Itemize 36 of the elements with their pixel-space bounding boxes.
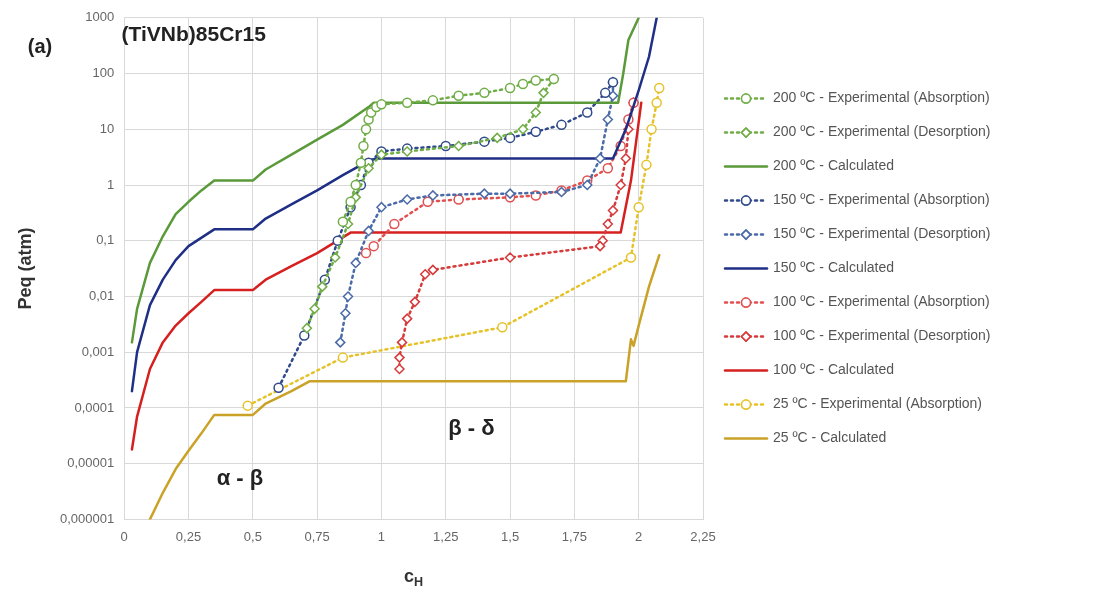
legend-label: 150 ºC - Experimental (Absorption) bbox=[773, 191, 990, 208]
y-tick-label: 10 bbox=[99, 120, 115, 136]
x-tick-label: 1,75 bbox=[561, 528, 588, 544]
annotation: α - β bbox=[216, 465, 264, 491]
y-tick-label: 1000 bbox=[85, 9, 115, 25]
text: (a) bbox=[27, 35, 53, 58]
y-tick-label: 0,0001 bbox=[74, 399, 115, 415]
legend-label: 25 ºC - Calculated bbox=[773, 429, 887, 446]
y-tick-label: 0,001 bbox=[81, 343, 115, 359]
x-tick-label: 2,25 bbox=[690, 528, 716, 544]
y-tick-label: 0,00001 bbox=[67, 455, 115, 471]
legend-label: 100 ºC - Experimental (Desorption) bbox=[773, 327, 991, 344]
x-tick-label: 0,5 bbox=[243, 528, 262, 544]
x-tick-label: 1,25 bbox=[433, 528, 459, 544]
x-tick-label: 1,5 bbox=[501, 528, 520, 544]
y-tick-label: 1 bbox=[106, 176, 115, 192]
legend-label: 100 ºC - Calculated bbox=[773, 361, 895, 378]
legend-label: 150 ºC - Calculated bbox=[773, 259, 895, 276]
x-tick-label: 0 bbox=[120, 528, 128, 544]
annotation: β - δ bbox=[448, 415, 495, 441]
x-tick-label: 2 bbox=[635, 528, 643, 544]
legend-label: 150 ºC - Experimental (Desorption) bbox=[773, 225, 991, 242]
y-tick-label: 0,01 bbox=[88, 288, 115, 304]
legend-label: 25 ºC - Experimental (Absorption) bbox=[773, 395, 982, 412]
legend-label: 100 ºC - Experimental (Absorption) bbox=[773, 293, 990, 310]
x-tick-label: 0,75 bbox=[304, 528, 330, 544]
annotation: (TiVNb)85Cr15 bbox=[121, 22, 267, 46]
x-tick-label: 1 bbox=[377, 528, 386, 544]
x-tick-label: 0,25 bbox=[175, 528, 202, 544]
legend-label: 200 ºC - Experimental (Desorption) bbox=[773, 123, 991, 140]
y-axis-title: Peq (atm) bbox=[14, 227, 35, 310]
legend-label: 200 ºC - Experimental (Absorption) bbox=[773, 89, 990, 106]
y-tick-label: 100 bbox=[92, 65, 115, 81]
y-tick-label: 0,1 bbox=[96, 232, 115, 248]
legend-label: 200 ºC - Calculated bbox=[773, 157, 895, 174]
y-tick-label: 0,000001 bbox=[59, 510, 115, 526]
